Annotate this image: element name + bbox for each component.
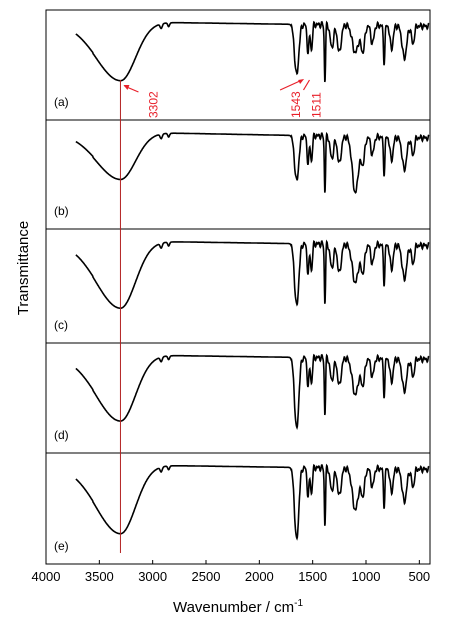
arrowhead-3302: [123, 85, 130, 90]
x-tick-label: 500: [408, 569, 430, 584]
x-axis-title-main: Wavenumber / cm: [173, 599, 294, 616]
x-tick-label: 3000: [138, 569, 167, 584]
x-tick-label: 3500: [85, 569, 114, 584]
spectrum-line: [75, 463, 430, 541]
annotations-layer: 3302 1543 1511: [123, 79, 323, 118]
panel-c: (c): [45, 228, 431, 344]
arrow-1511: [302, 79, 311, 91]
x-tick-label: 2500: [192, 569, 221, 584]
panel-label: (a): [54, 95, 69, 109]
spectrum-line: [75, 239, 430, 309]
panel-a: (a): [45, 9, 431, 121]
panel-label: (e): [54, 539, 69, 553]
panel-frame: [45, 452, 431, 565]
panel-e: (e): [45, 452, 431, 565]
panel-frame: [45, 9, 431, 121]
annotation-1543: 1543: [289, 91, 303, 118]
spectrum-line: [75, 353, 430, 430]
arrowhead-1543: [298, 79, 305, 84]
x-tick-label: 4000: [32, 569, 61, 584]
y-axis-title: Transmittance: [15, 221, 32, 315]
panels-group: (a) (b) (c) (d) (e): [45, 9, 431, 565]
x-tick-label: 1500: [298, 569, 327, 584]
x-axis-title-superscript: -1: [294, 598, 303, 609]
panel-b: (b): [45, 119, 431, 230]
panel-label: (b): [54, 204, 69, 218]
panel-frame: [45, 342, 431, 454]
annotation-1511: 1511: [309, 92, 323, 118]
x-axis-title: Wavenumber / cm-1: [173, 598, 303, 616]
spectrum-line: [75, 131, 430, 194]
panel-frame: [45, 228, 431, 344]
x-tick-label: 2000: [245, 569, 274, 584]
panel-frame: [45, 119, 431, 230]
spectrum-line: [75, 20, 430, 83]
x-tick-label: 1000: [352, 569, 381, 584]
x-axis: 4000 3500 3000 2500 2000 1500 1000 500: [32, 560, 430, 584]
arrow-1543: [279, 79, 303, 91]
panel-label: (d): [54, 428, 69, 442]
panel-label: (c): [54, 318, 68, 332]
annotation-3302: 3302: [146, 91, 160, 118]
panel-d: (d): [45, 342, 431, 454]
